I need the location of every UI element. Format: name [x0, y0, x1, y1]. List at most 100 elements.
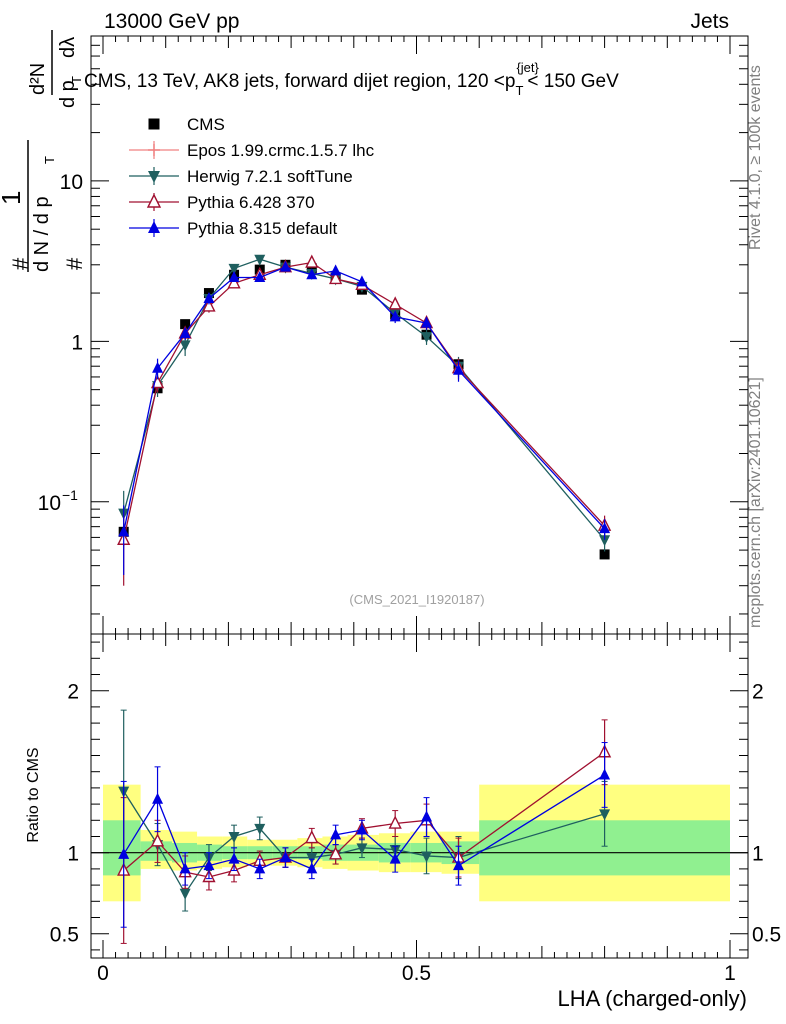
series-line [123, 258, 606, 541]
main-y-axis-label: # 1 d N / d p T # d²N d p T dλ [0, 30, 87, 272]
analysis-watermark: (CMS_2021_I1920187) [349, 592, 484, 607]
title-suffix: < 150 GeV [527, 71, 619, 92]
ratio-point [306, 862, 318, 874]
main-y-tick-exponent-0: −1 [62, 487, 78, 503]
ratio-point [599, 768, 611, 780]
ratio-y-tick-label-right-1: 1 [752, 843, 764, 866]
x-axis-label: LHA (charged-only) [557, 986, 747, 1011]
title-sup: {jet} [516, 60, 539, 75]
ylabel-d2N: d²N [27, 63, 49, 95]
data-point [305, 254, 319, 268]
ratio-y-tick-label-right-0: 0.5 [752, 924, 781, 947]
ratio-point [389, 852, 401, 864]
ratio-point [306, 853, 318, 865]
legend-label: Pythia 8.315 default [187, 219, 338, 238]
main-series-pythia-6-428-370 [117, 254, 612, 586]
legend-label: Epos 1.99.crmc.1.5.7 lhc [187, 141, 375, 160]
x-tick-label-2: 1 [724, 962, 736, 985]
legend-entry-4: Pythia 8.315 default [129, 219, 338, 238]
data-point [421, 332, 433, 344]
title-sub: T [515, 83, 523, 98]
ratio-point [203, 859, 215, 871]
data-point [118, 525, 130, 537]
green-band-0 [103, 820, 141, 876]
title-prefix: CMS, 13 TeV, AK8 jets, forward dijet reg… [84, 71, 515, 92]
ratio-point [330, 828, 342, 840]
data-point [254, 254, 266, 266]
mcplots-label: mcplots.cern.ch [arXiv:2401.10621] [747, 377, 764, 628]
main-series-pythia-8-315-default [118, 260, 611, 575]
main-series-herwig-7-2-1-softtune [118, 254, 611, 552]
ratio-y-axis-label: Ratio to CMS [25, 747, 42, 842]
data-point [227, 275, 241, 289]
legend-marker [148, 171, 160, 183]
ratio-point [254, 823, 266, 835]
data-point [388, 296, 402, 310]
data-point [202, 298, 216, 312]
legend: CMS Epos 1.99.crmc.1.5.7 lhc Herwig 7.2.1 … [129, 115, 375, 238]
title-text: CMS, 13 TeV, AK8 jets, forward dijet reg… [84, 71, 619, 98]
legend-entry-3: Pythia 6.428 370 [129, 193, 315, 212]
ratio-point [179, 862, 191, 874]
data-point [279, 260, 291, 272]
ratio-ticks: 0.5 0.5 1 1 2 2 0 0.5 1 [50, 634, 781, 985]
ratio-point [228, 832, 240, 843]
legend-entry-1: Epos 1.99.crmc.1.5.7 lhc [129, 141, 375, 160]
data-point [599, 522, 611, 534]
legend-entry-2: Herwig 7.2.1 softTune [129, 167, 353, 186]
ratio-uncertainty-bands [91, 784, 748, 902]
data-point [254, 271, 266, 283]
series-line [123, 261, 606, 540]
data-point [228, 271, 240, 283]
ratio-point [599, 809, 611, 821]
legend-label: Pythia 6.428 370 [187, 193, 315, 212]
legend-label: CMS [187, 115, 225, 134]
ratio-y-tick-label-left-2: 2 [67, 681, 79, 704]
ratio-point [179, 888, 191, 900]
main-series-layer [117, 254, 612, 586]
ylabel-T-sub-2: T [69, 76, 84, 84]
data-point [599, 535, 611, 547]
ratio-y-tick-label-right-2: 2 [752, 681, 764, 704]
ratio-point [328, 846, 343, 860]
ratio-y-tick-label-left-0: 0.5 [50, 924, 79, 947]
legend-marker [148, 221, 160, 233]
rivet-label: Rivet 4.1.0, ≥ 100k events [747, 65, 764, 250]
ratio-point [228, 852, 240, 864]
data-point [453, 363, 465, 375]
x-tick-label-1: 0.5 [402, 962, 431, 985]
ratio-point [421, 810, 433, 822]
ylabel-hash-2: # [62, 257, 87, 270]
data-point [180, 319, 191, 330]
ratio-point [453, 859, 465, 871]
ratio-point [388, 815, 402, 829]
legend-marker [148, 118, 160, 130]
data-point [152, 361, 164, 373]
ratio-frame [90, 633, 749, 959]
x-tick-label-0: 0 [97, 962, 109, 985]
data-point [421, 316, 433, 328]
main-y-tick-label-2: 10 [60, 171, 83, 194]
data-point [306, 268, 318, 280]
ratio-point [305, 830, 319, 844]
ylabel-T-sub-1: T [42, 156, 57, 164]
ylabel-dlambda: dλ [57, 37, 79, 58]
ratio-point [152, 792, 164, 804]
ratio-point [254, 862, 266, 874]
data-point [228, 263, 240, 275]
category-label: Jets [690, 10, 729, 33]
energy-label: 13000 GeV pp [104, 10, 239, 33]
ylabel-dpT: d p [57, 80, 79, 108]
ratio-line [123, 790, 605, 895]
data-point [328, 270, 343, 285]
ratio-point [118, 847, 130, 859]
data-point [356, 275, 368, 287]
ylabel-one: 1 [0, 191, 26, 205]
legend-marker [146, 193, 162, 208]
data-point [389, 310, 401, 322]
main-y-tick-label-0: 10 [38, 492, 61, 515]
ylabel-dN-dpT: d N / d p [31, 196, 53, 272]
ratio-point [356, 843, 368, 855]
